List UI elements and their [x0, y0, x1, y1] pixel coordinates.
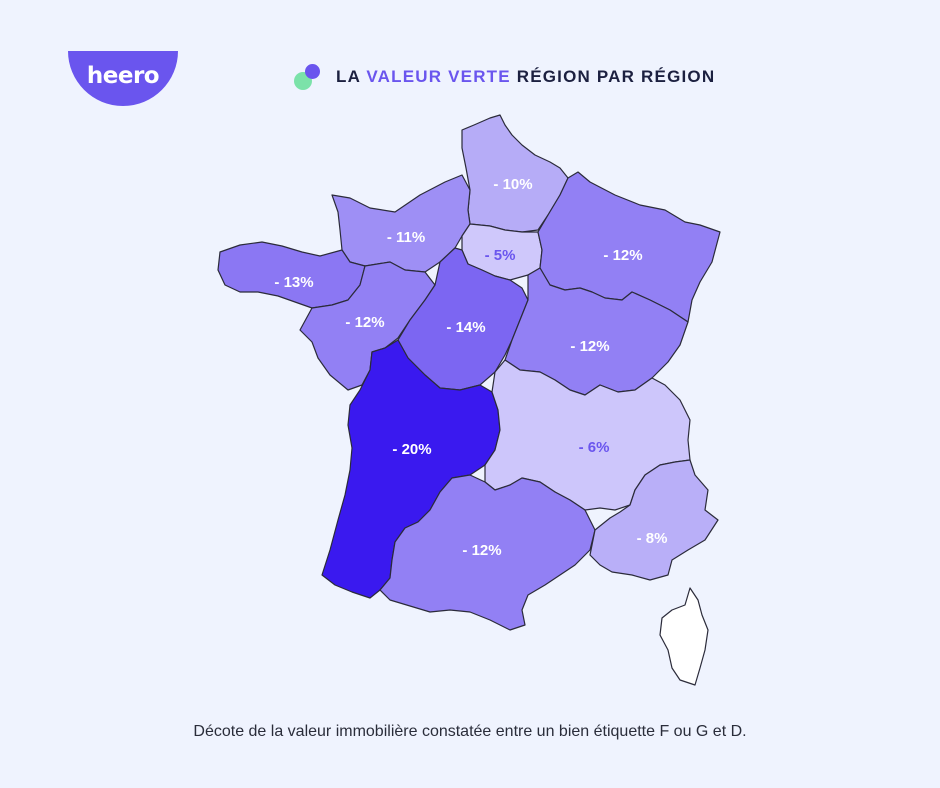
label-occitanie: - 12% — [462, 542, 501, 559]
label-provence-alpes-cote-d-azur: - 8% — [637, 530, 668, 547]
label-bretagne: - 13% — [274, 274, 313, 291]
label-ile-de-france: - 5% — [485, 247, 516, 264]
label-pays-de-la-loire: - 12% — [345, 314, 384, 331]
region-occitanie[interactable] — [379, 474, 596, 631]
label-hauts-de-france: - 10% — [493, 176, 532, 193]
label-centre-val-de-loire: - 14% — [446, 319, 485, 336]
label-normandie: - 11% — [387, 229, 425, 246]
region-corse[interactable] — [659, 587, 709, 686]
caption: Décote de la valeur immobilière constaté… — [193, 723, 747, 740]
label-nouvelle-aquitaine: - 20% — [392, 441, 431, 458]
label-grand-est: - 12% — [603, 247, 642, 264]
region-centre-val-de-loire[interactable] — [397, 247, 529, 391]
label-bourgogne-franche-comte: - 12% — [570, 338, 609, 355]
page-title: LA VALEUR VERTE RÉGION PAR RÉGION — [294, 62, 715, 92]
label-auvergne-rhone-alpes: - 6% — [579, 439, 610, 456]
logo-text: heero — [86, 62, 160, 89]
title-text: LA VALEUR VERTE RÉGION PAR RÉGION — [336, 67, 716, 86]
region-provence-alpes-cote-d-azur[interactable] — [589, 459, 719, 581]
dots-icon — [294, 62, 324, 92]
